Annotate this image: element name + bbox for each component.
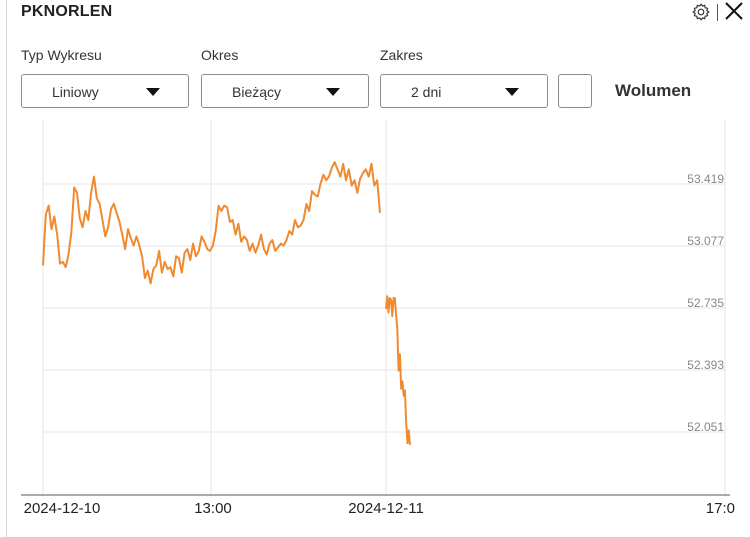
- panel-left-border: [6, 0, 7, 537]
- caret-down-icon: [146, 88, 160, 96]
- y-tick-label: 52.051: [687, 420, 724, 434]
- volume-label: Wolumen: [615, 81, 692, 100]
- x-tick-label: 13:00: [194, 500, 232, 517]
- price-series-line: [42, 161, 381, 285]
- x-tick-label: 2024-12-11: [348, 500, 424, 517]
- period-label: Okres: [201, 47, 239, 63]
- x-tick-label: 17:0: [706, 500, 735, 517]
- gear-icon[interactable]: [691, 2, 711, 22]
- range-value: 2 dni: [411, 84, 442, 100]
- chart-type-label: Typ Wykresu: [21, 47, 102, 63]
- period-value: Bieżący: [232, 84, 282, 100]
- toolbar-separator: [717, 4, 718, 21]
- caret-down-icon: [505, 88, 519, 96]
- y-tick-label: 52.393: [687, 358, 724, 372]
- caret-down-icon: [326, 88, 340, 96]
- price-series-line: [385, 295, 411, 445]
- y-tick-label: 53.419: [687, 172, 724, 186]
- chart-type-dropdown[interactable]: Liniowy: [21, 74, 189, 108]
- close-icon[interactable]: [723, 0, 745, 22]
- volume-checkbox[interactable]: [558, 74, 592, 108]
- x-tick-label: 2024-12-10: [24, 500, 101, 517]
- y-tick-label: 53.077: [687, 234, 724, 248]
- instrument-title: PKNORLEN: [21, 3, 113, 20]
- chart-type-value: Liniowy: [52, 84, 99, 100]
- range-label: Zakres: [380, 47, 423, 63]
- period-dropdown[interactable]: Bieżący: [201, 74, 369, 108]
- y-tick-label: 52.735: [687, 296, 724, 310]
- range-dropdown[interactable]: 2 dni: [380, 74, 548, 108]
